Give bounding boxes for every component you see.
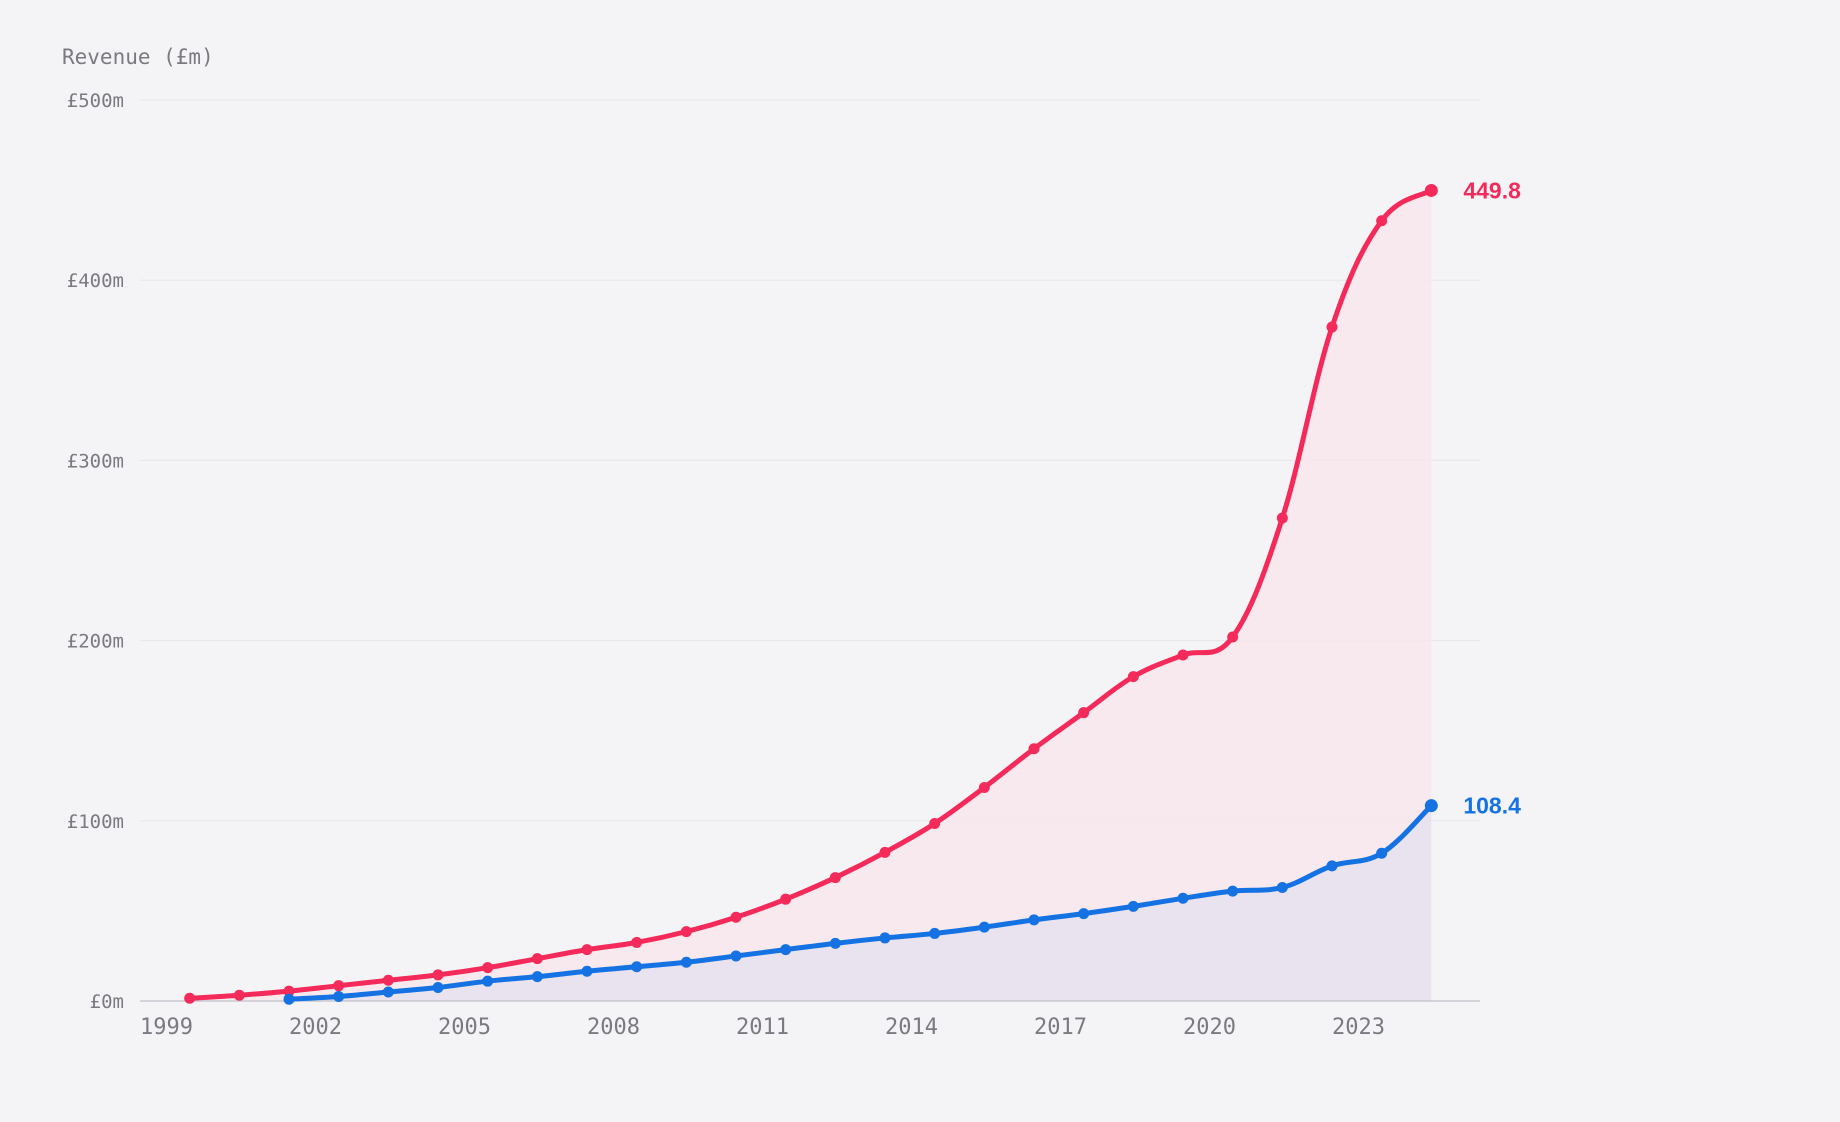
series-1-point	[482, 975, 494, 987]
series-0-point	[1028, 743, 1040, 755]
series-0-point	[1376, 215, 1388, 227]
x-tick-label: 2014	[885, 1015, 938, 1040]
series-1-point	[680, 956, 692, 968]
series-0-point	[333, 980, 345, 992]
x-tick-label: 2011	[736, 1015, 789, 1040]
series-0-end-label: 449.8	[1463, 177, 1521, 203]
series-0-point	[631, 936, 643, 948]
series-1-point	[1326, 860, 1338, 872]
series-1-point	[283, 993, 295, 1005]
series-0-point	[531, 953, 543, 965]
x-tick-label: 2008	[587, 1015, 640, 1040]
point-layer	[184, 183, 1438, 1005]
series-0-point	[482, 962, 494, 974]
y-tick-label: £400m	[67, 270, 124, 292]
series-0-point	[978, 781, 990, 793]
x-tick-label: 1999	[140, 1015, 193, 1040]
y-tick-label: £300m	[67, 450, 124, 472]
x-tick-label: 2020	[1183, 1015, 1236, 1040]
series-0-point	[233, 989, 245, 1001]
series-0-point	[184, 992, 196, 1004]
series-1-point	[978, 921, 990, 933]
series-0-point	[283, 985, 295, 997]
series-0-point	[581, 944, 593, 956]
series-0-point	[829, 872, 841, 884]
series-1-point	[531, 971, 543, 983]
series-1-point	[929, 927, 941, 939]
series-1-point	[631, 961, 643, 973]
x-tick-label: 2002	[289, 1015, 342, 1040]
y-axis-title: Revenue (£m)	[62, 45, 214, 69]
series-1-point	[829, 937, 841, 949]
y-tick-label: £0m	[90, 991, 124, 1013]
series-0-point	[680, 926, 692, 938]
series-0-point	[1276, 512, 1288, 524]
series-0-point	[1127, 671, 1139, 683]
series-0-point	[1424, 183, 1438, 197]
area-layer	[189, 190, 1432, 1002]
series-0-point	[730, 911, 742, 923]
y-tick-label: £500m	[67, 90, 124, 112]
series-1-end-label: 108.4	[1463, 793, 1521, 819]
series-0-point	[780, 893, 792, 905]
y-tick-label: £100m	[67, 811, 124, 833]
series-0-point	[1177, 649, 1189, 661]
series-0-point	[929, 818, 941, 830]
label-layer: 449.8 108.4	[1463, 177, 1521, 818]
series-1-point	[1028, 914, 1040, 926]
series-1-point	[382, 986, 394, 998]
series-1-point	[333, 990, 345, 1002]
series-0-point	[432, 969, 444, 981]
series-1-point	[1376, 847, 1388, 859]
series-1-point	[1276, 881, 1288, 893]
series-1-point	[432, 981, 444, 993]
series-0-point	[1326, 321, 1338, 333]
series-1-point	[1127, 900, 1139, 912]
series-0-area	[189, 190, 1432, 1002]
series-1-area	[289, 805, 1432, 1001]
y-tick-label: £200m	[67, 631, 124, 653]
series-0-point	[382, 974, 394, 986]
series-0-line	[187, 187, 1434, 1001]
x-tick-label: 2023	[1332, 1015, 1385, 1040]
series-0-point	[1227, 631, 1239, 643]
x-tick-label: 2005	[438, 1015, 491, 1040]
series-0-point	[879, 846, 891, 858]
series-1-point	[780, 944, 792, 956]
series-1-point	[879, 932, 891, 944]
series-1-point	[1424, 799, 1438, 813]
series-1-point	[730, 950, 742, 962]
series-1-point	[581, 965, 593, 977]
series-1-point	[1227, 885, 1239, 897]
series-1-point	[1078, 908, 1090, 920]
series-0-point	[1078, 707, 1090, 719]
x-tick-label: 2017	[1034, 1015, 1087, 1040]
series-1-point	[1177, 892, 1189, 904]
